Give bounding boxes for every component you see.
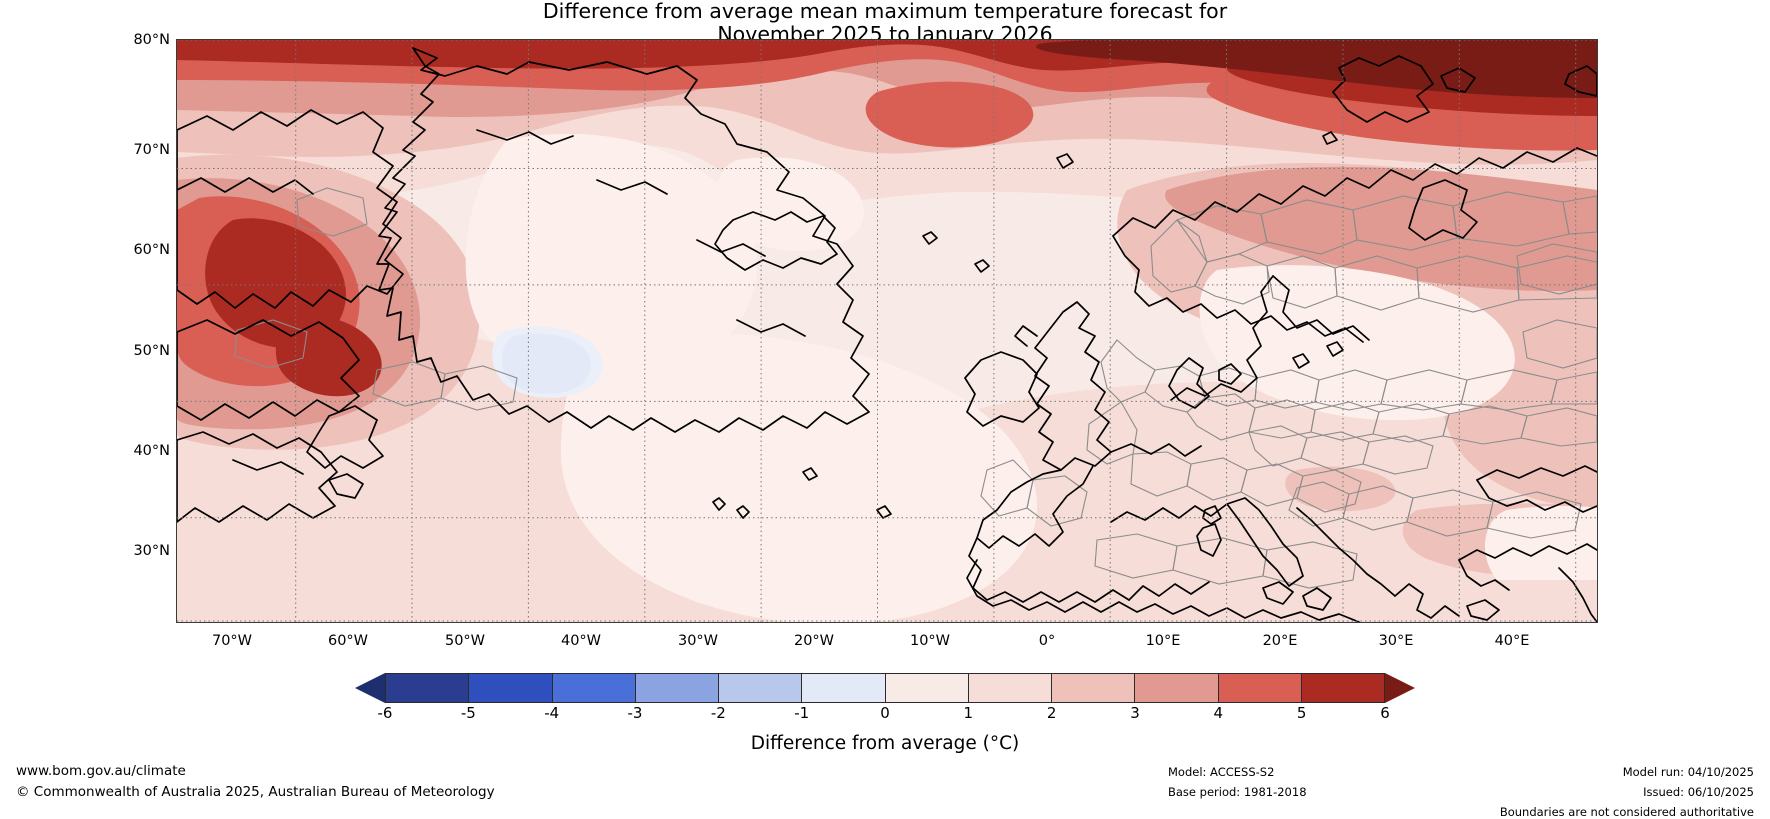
colorbar-over-arrow	[1385, 673, 1415, 703]
colorbar-tick-2: 2	[1046, 704, 1057, 722]
x-axis-tick-40w: 40°W	[560, 633, 602, 649]
x-axis-tick-70w: 70°W	[211, 633, 253, 649]
footer-model-run: Model run: 04/10/2025	[1622, 765, 1754, 779]
x-axis-tick-30w: 30°W	[677, 633, 719, 649]
x-axis-tick-30e: 30°E	[1378, 633, 1414, 649]
colorbar-tick--1: -1	[794, 704, 810, 722]
colorbar-cell-10	[1218, 674, 1302, 702]
colorbar-cell-4	[719, 674, 803, 702]
colorbar-tick--2: -2	[710, 704, 726, 722]
footer-model: Model: ACCESS-S2	[1168, 765, 1275, 779]
footer-website[interactable]: www.bom.gov.au/climate	[16, 763, 186, 779]
colorbar-cell-8	[1052, 674, 1136, 702]
colorbar-tick-5: 5	[1296, 704, 1307, 722]
colorbar-cell-0	[386, 674, 470, 702]
y-axis-tick-40n: 40°N	[133, 443, 170, 459]
colorbar-tick-6: 6	[1380, 704, 1390, 722]
colorbar-cell-6	[885, 674, 969, 702]
x-axis-tick-60w: 60°W	[327, 633, 369, 649]
anomaly-contour-map	[177, 40, 1597, 622]
anomaly-shading-layer	[177, 40, 1597, 622]
colorbar-tick-4: 4	[1213, 704, 1224, 722]
colorbar-tick-3: 3	[1130, 704, 1140, 722]
colorbar-tick--3: -3	[627, 704, 643, 722]
colorbar-body[interactable]	[385, 673, 1385, 703]
country-borders-layer	[234, 187, 1597, 589]
colorbar-cell-11	[1301, 674, 1384, 702]
x-axis-tick-20w: 20°W	[793, 633, 835, 649]
coastlines-layer	[177, 47, 1597, 622]
y-axis-tick-50n: 50°N	[133, 343, 170, 359]
y-axis-tick-60n: 60°N	[133, 242, 170, 258]
map-plot-area	[176, 39, 1598, 623]
colorbar-cell-2	[552, 674, 636, 702]
colorbar-cell-1	[469, 674, 553, 702]
x-axis-tick-0: 0°	[1038, 633, 1056, 649]
colorbar[interactable]: -6 -5 -4 -3 -2 -1 0 1 2 3 4 5 6	[355, 673, 1415, 722]
footer-copyright: © Commonwealth of Australia 2025, Austra…	[16, 784, 495, 800]
title-line-1: Difference from average mean maximum tem…	[542, 0, 1228, 23]
x-axis-tick-40e: 40°E	[1494, 633, 1530, 649]
colorbar-tick--4: -4	[544, 704, 560, 722]
y-axis-tick-30n: 30°N	[133, 543, 170, 559]
footer-issued: Issued: 06/10/2025	[1643, 785, 1754, 799]
colorbar-cell-7	[968, 674, 1052, 702]
x-axis-tick-20e: 20°E	[1262, 633, 1298, 649]
x-axis-tick-10e: 10°E	[1145, 633, 1181, 649]
colorbar-tick-1: 1	[963, 704, 974, 722]
colorbar-cell-3	[635, 674, 719, 702]
footer-base-period: Base period: 1981-2018	[1168, 785, 1307, 799]
x-axis-tick-50w: 50°W	[444, 633, 486, 649]
colorbar-tick--5: -5	[460, 704, 476, 722]
colorbar-cell-9	[1135, 674, 1219, 702]
colorbar-tick-0: 0	[880, 704, 890, 722]
colorbar-under-arrow	[355, 673, 385, 703]
y-axis-tick-70n: 70°N	[133, 142, 170, 158]
footer-boundaries-note: Boundaries are not considered authoritat…	[1499, 805, 1754, 819]
x-axis-tick-10w: 10°W	[909, 633, 951, 649]
colorbar-axis-label: Difference from average (°C)	[750, 733, 1020, 754]
colorbar-cell-5	[802, 674, 886, 702]
y-axis-tick-80n: 80°N	[133, 32, 170, 48]
colorbar-tick--6: -6	[377, 704, 393, 722]
